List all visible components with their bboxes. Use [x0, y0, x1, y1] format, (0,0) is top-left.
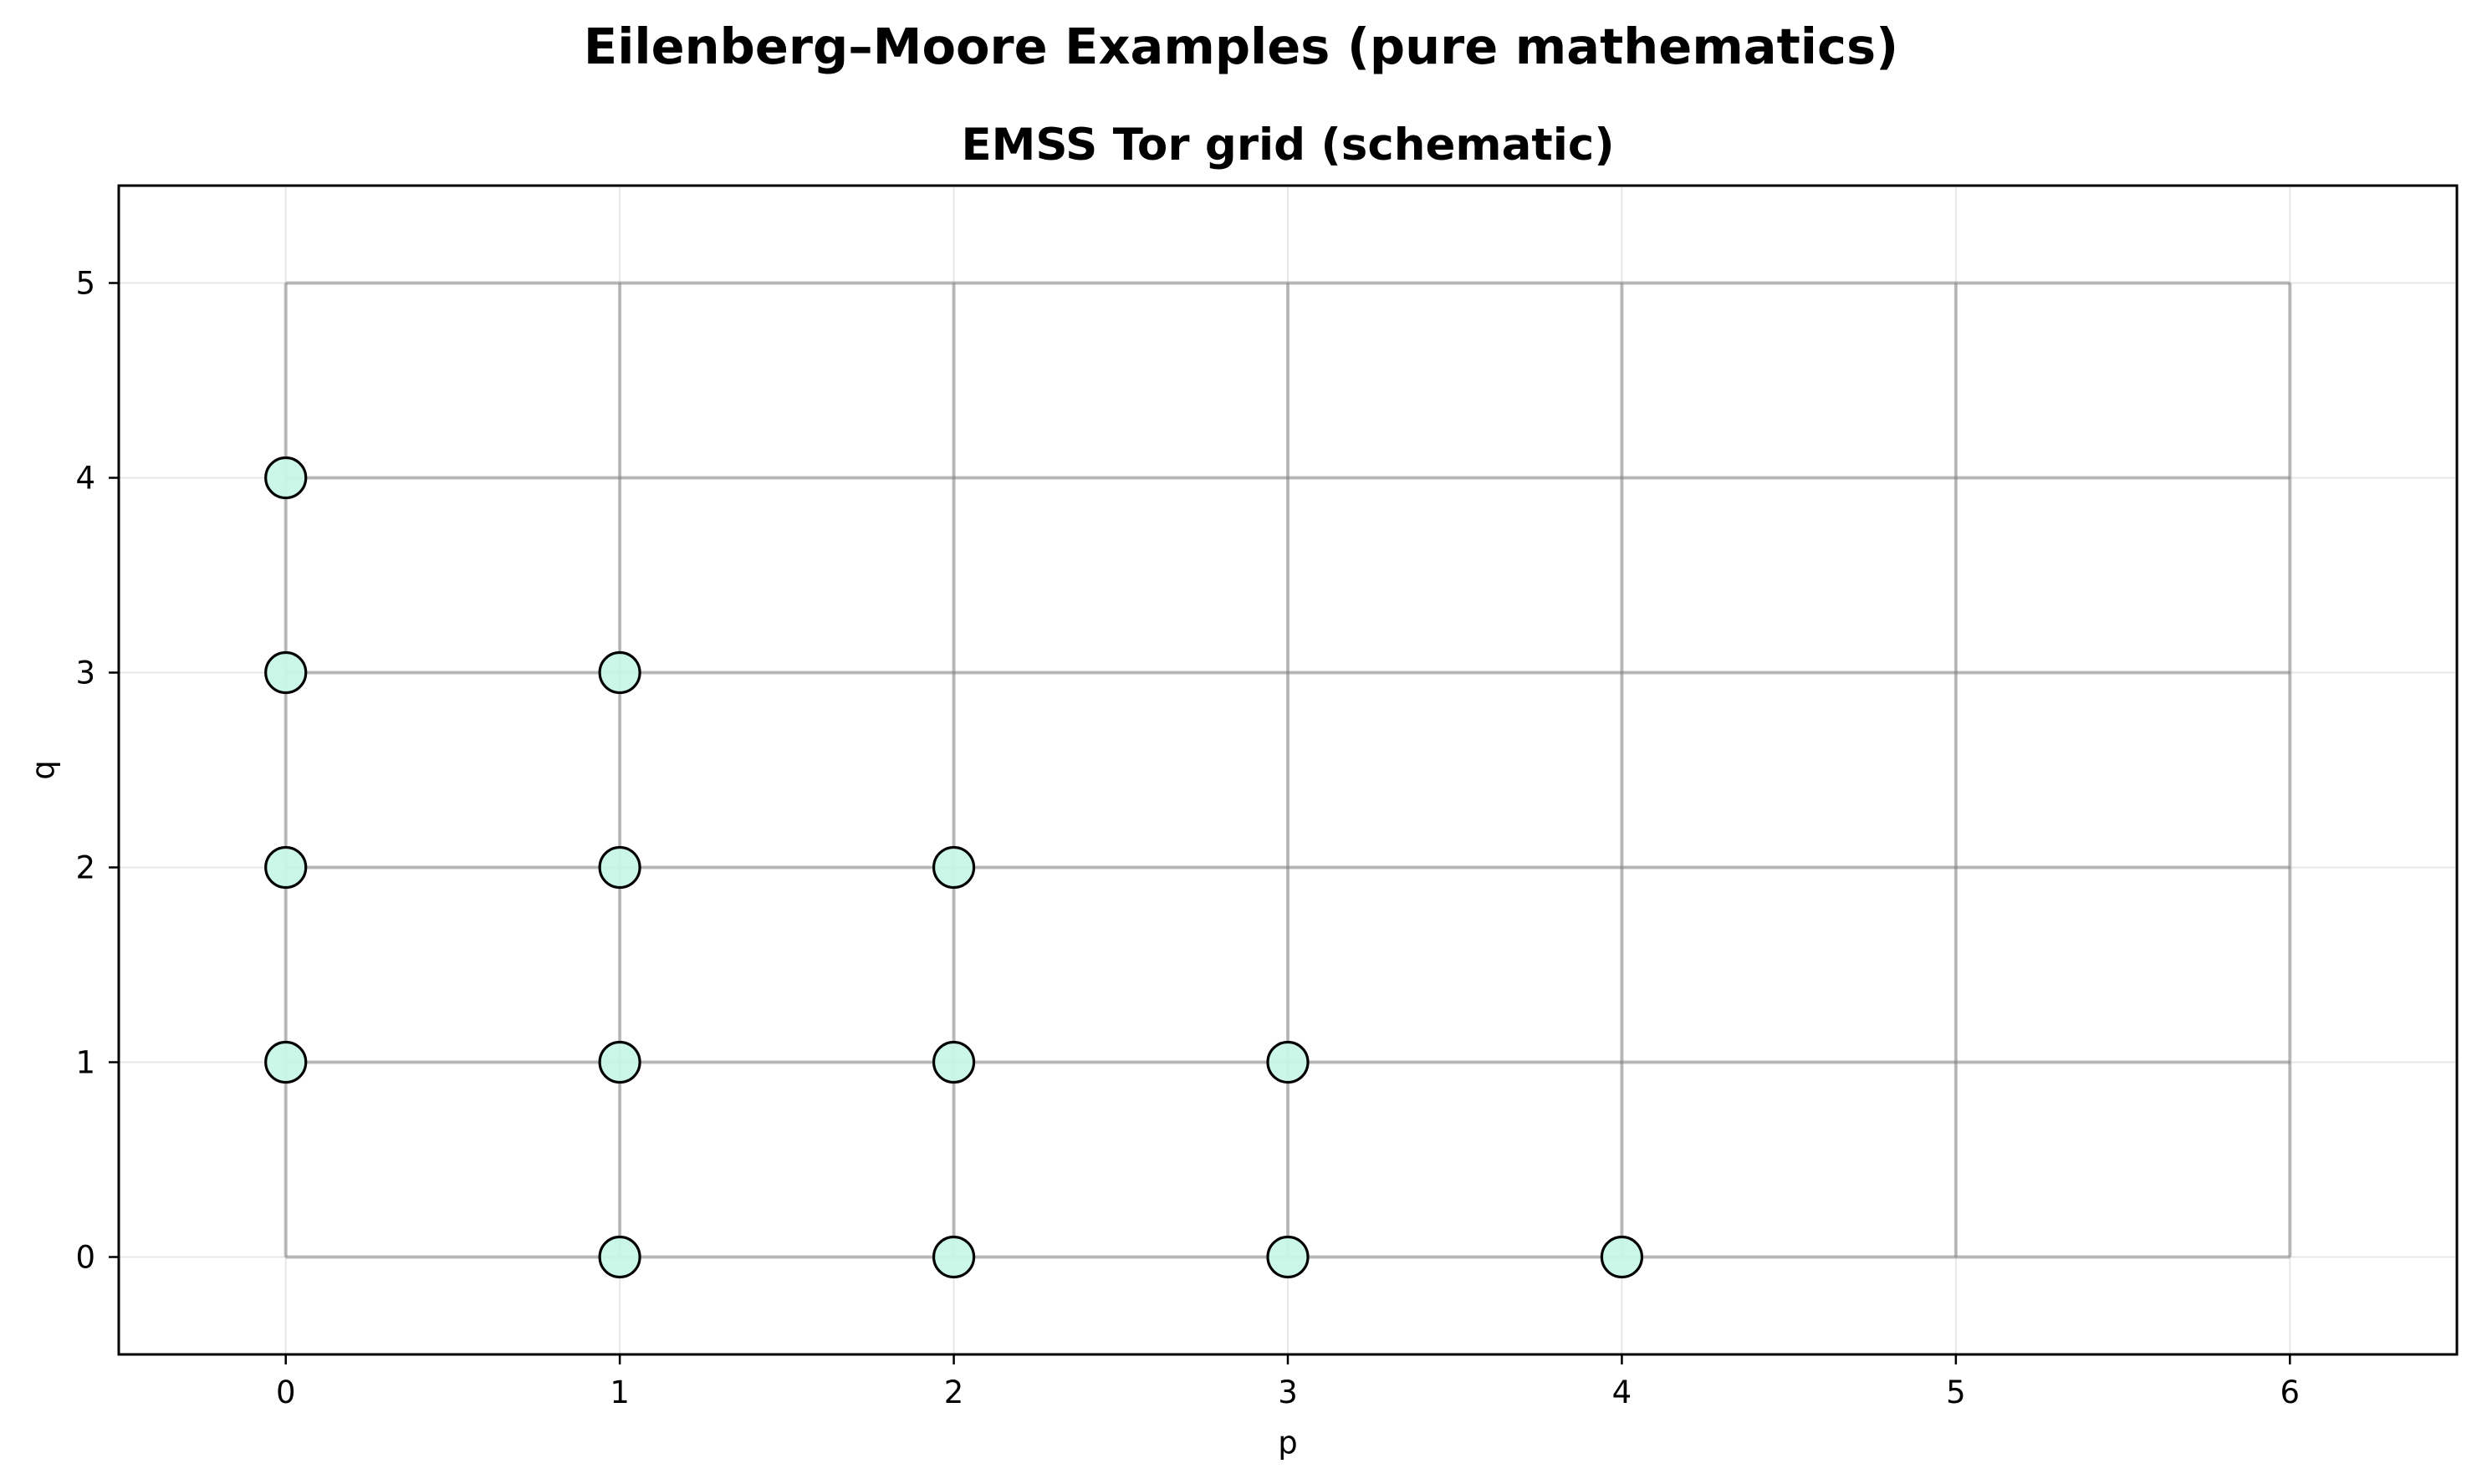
x-tick-label: 5	[1946, 1374, 1966, 1410]
tor-point	[264, 845, 308, 890]
tor-point	[932, 1040, 976, 1084]
tor-points	[264, 456, 1644, 1279]
figure-suptitle: Eilenberg–Moore Examples (pure mathemati…	[584, 18, 1898, 75]
y-tick-label: 1	[75, 1045, 95, 1081]
y-axis-label: q	[25, 760, 61, 780]
x-tick-label: 1	[610, 1374, 630, 1410]
tor-point	[598, 650, 641, 695]
x-tick-label: 3	[1278, 1374, 1298, 1410]
chart-title: EMSS Tor grid (schematic)	[961, 120, 1614, 171]
y-axis-ticks: 0 1 2 3 4 5	[75, 266, 119, 1276]
tor-point	[1600, 1235, 1644, 1279]
tor-point	[598, 1235, 641, 1279]
x-tick-label: 2	[944, 1374, 964, 1410]
tor-point	[264, 650, 308, 695]
tor-point	[598, 1040, 641, 1084]
tor-point	[1266, 1235, 1310, 1279]
y-tick-label: 5	[75, 266, 95, 302]
x-tick-label: 0	[276, 1374, 296, 1410]
x-axis-ticks: 0 1 2 3 4 5 6	[276, 1354, 2300, 1410]
tor-point	[598, 845, 641, 890]
x-tick-label: 4	[1612, 1374, 1632, 1410]
y-tick-label: 2	[75, 850, 95, 886]
tor-point	[932, 845, 976, 890]
tor-point	[264, 456, 308, 500]
tor-point	[264, 1040, 308, 1084]
y-tick-label: 0	[75, 1240, 95, 1276]
y-tick-label: 4	[75, 461, 95, 497]
x-tick-label: 6	[2280, 1374, 2301, 1410]
x-axis-label: p	[1278, 1425, 1298, 1461]
tor-point	[1266, 1040, 1310, 1084]
y-tick-label: 3	[75, 655, 95, 691]
tor-point	[932, 1235, 976, 1279]
